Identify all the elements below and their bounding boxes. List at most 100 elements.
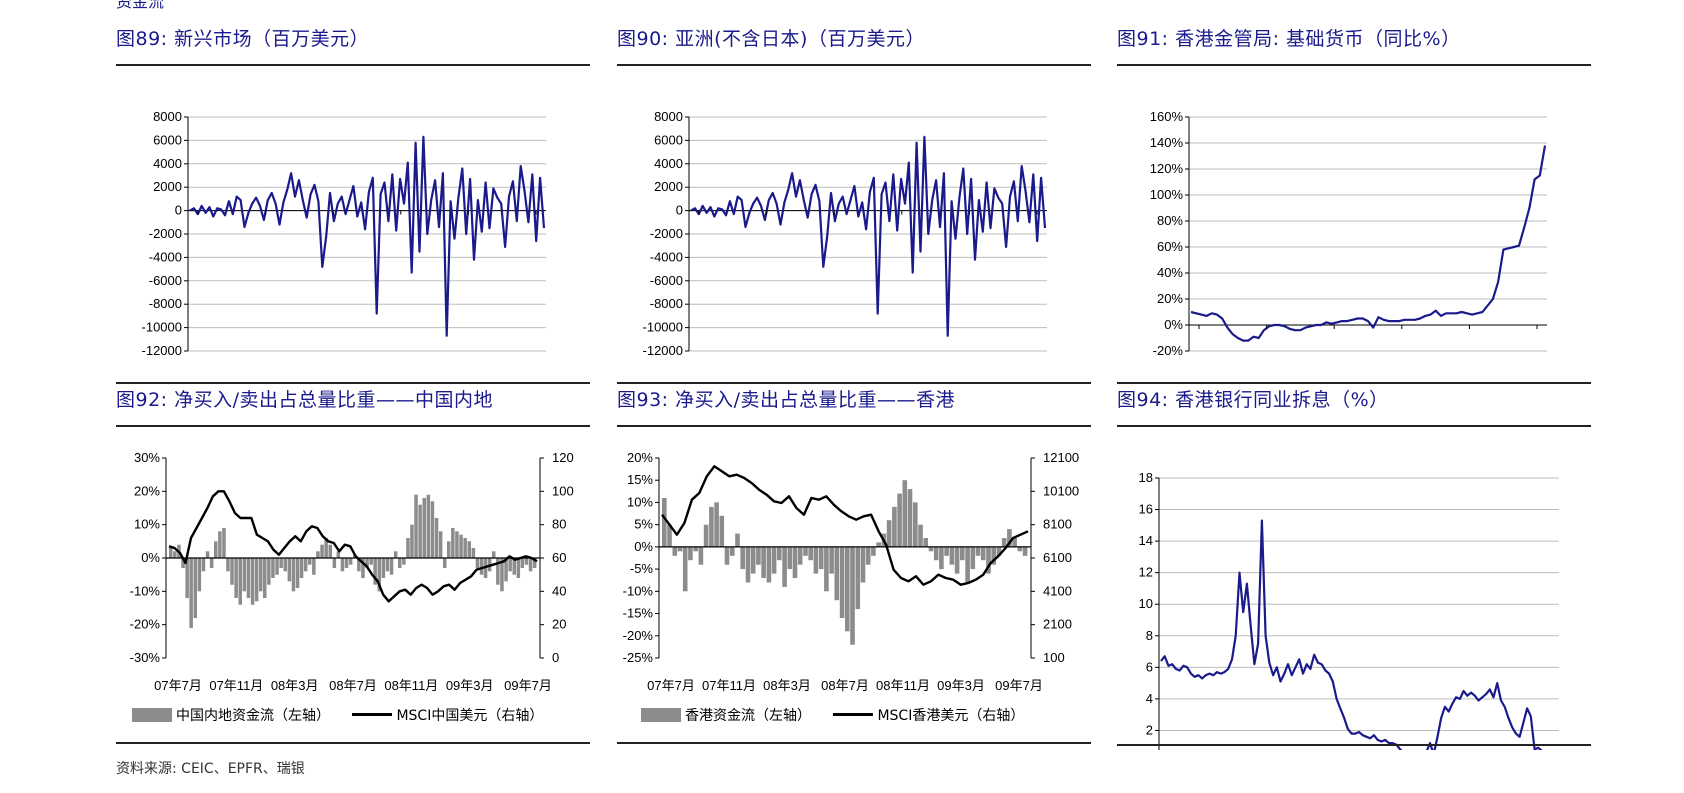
y-left-tick-label: 5% xyxy=(634,517,653,532)
flow-bar xyxy=(430,501,435,558)
title-rule xyxy=(617,64,1091,66)
y-tick-label: -6000 xyxy=(149,273,182,288)
flow-bar xyxy=(197,558,202,592)
flow-bar xyxy=(451,528,455,558)
flow-bar xyxy=(1022,546,1028,556)
series-line xyxy=(690,135,1047,337)
flow-bar xyxy=(312,558,316,575)
x-tick-label: 07年11月 xyxy=(702,678,756,693)
flow-bar xyxy=(933,546,939,561)
chart-title: 图89: 新兴市场（百万美元） xyxy=(116,28,370,50)
legend-line-swatch xyxy=(352,713,393,716)
flow-bar xyxy=(662,498,667,547)
y-right-tick-label: 100 xyxy=(1043,650,1065,665)
y-tick-label: 160% xyxy=(1150,109,1184,124)
msci-line xyxy=(168,490,538,603)
flow-bar xyxy=(714,502,719,547)
y-left-tick-label: 10% xyxy=(627,494,653,509)
flow-bar xyxy=(173,551,177,558)
flow-bar xyxy=(316,551,320,558)
flow-bar xyxy=(516,558,521,578)
row-divider xyxy=(116,382,590,384)
flow-bar xyxy=(381,558,386,578)
flow-bar xyxy=(242,558,247,592)
y-left-tick-label: -20% xyxy=(130,617,161,632)
x-tick-label: 08年3月 xyxy=(763,678,811,693)
x-tick-label: 08年11月 xyxy=(384,678,438,693)
flow-bar xyxy=(287,558,292,582)
flow-bar xyxy=(886,520,892,547)
flow-bar xyxy=(719,515,725,547)
flow-bar xyxy=(850,546,855,645)
y-right-tick-label: 20 xyxy=(552,617,566,632)
title-rule xyxy=(617,425,1091,427)
title-rule xyxy=(116,425,590,427)
chart-fig89: 8000 6000 4000 2000 0 -2000 -4000 -6000 -8000 -10… xyxy=(142,109,546,358)
flow-bar xyxy=(902,480,908,547)
x-tick-label: 09年7月 xyxy=(504,678,552,693)
x-tick-label: 09年3月 xyxy=(937,678,985,693)
flow-bar xyxy=(698,546,704,565)
chart-fig92: 30% 20% 10% 0% -10% -20% -30% 120 100 80 60 40 20 0 07… xyxy=(130,450,574,693)
y-right-tick-label: 6100 xyxy=(1043,550,1072,565)
flow-bar xyxy=(709,506,714,547)
flow-bar xyxy=(357,558,361,572)
flow-bar xyxy=(410,524,414,558)
y-tick-label: 40% xyxy=(1157,265,1183,280)
y-tick-label: 2 xyxy=(1146,722,1153,737)
y-right-tick-label: 0 xyxy=(552,650,559,665)
x-tick-label: 07年7月 xyxy=(647,678,695,693)
x-tick-label: 07年7月 xyxy=(154,678,202,693)
y-tick-label: 2000 xyxy=(153,179,182,194)
flow-bar xyxy=(332,558,337,568)
chart-fig91: 160%140%120%100%80%60%40%20%0%-20%04年7月0… xyxy=(1150,109,1547,358)
chart-fig94: 18161412108642095年2月97年2月99年2月01年2月03年2月… xyxy=(1139,470,1559,750)
flow-bar xyxy=(418,504,422,558)
x-tick-label: 09年3月 xyxy=(446,678,494,693)
flow-bar xyxy=(829,546,834,574)
y-tick-label: 8 xyxy=(1146,628,1153,643)
flow-bar xyxy=(824,546,829,592)
flow-bar xyxy=(923,538,928,547)
flow-bar xyxy=(365,558,369,568)
flow-bar xyxy=(471,548,476,558)
flow-bar xyxy=(459,534,463,558)
title-rule xyxy=(1117,64,1591,66)
flow-bar xyxy=(970,546,976,570)
flow-bar xyxy=(528,558,533,572)
flow-bar xyxy=(299,558,304,578)
flow-bar xyxy=(960,546,965,561)
flow-bar xyxy=(492,551,496,558)
flow-bar xyxy=(504,558,508,582)
y-tick-label: 6 xyxy=(1146,659,1153,674)
x-tick-label: 07年11月 xyxy=(209,678,263,693)
flow-bar xyxy=(730,546,735,556)
chart-fig90: 8000 6000 4000 2000 0 -2000 -4000 -6000 -8000 -10… xyxy=(643,109,1047,358)
panel-fig92: 图92: 净买入/卖出占总量比重——中国内地 30% 20% 10% 0% -10% -2… xyxy=(116,385,590,747)
flow-bar xyxy=(777,546,782,561)
flow-bar xyxy=(447,541,451,558)
flow-bar xyxy=(398,558,402,568)
chart-title: 图91: 香港金管局: 基础货币（同比%） xyxy=(1117,28,1461,50)
flow-bar xyxy=(438,531,443,558)
y-tick-label: 6000 xyxy=(654,132,683,147)
y-tick-label: -2000 xyxy=(650,226,683,241)
y-tick-label: 4000 xyxy=(654,156,683,171)
chart-title: 图92: 净买入/卖出占总量比重——中国内地 xyxy=(116,389,494,411)
flow-bar xyxy=(740,546,745,570)
legend-bar-swatch xyxy=(641,708,681,722)
flow-bar xyxy=(682,546,688,592)
flow-bar xyxy=(271,558,275,578)
flow-bar xyxy=(980,546,986,561)
row-divider xyxy=(617,382,1091,384)
legend-bar-label: 香港资金流（左轴） xyxy=(685,708,811,724)
flow-bar xyxy=(688,546,693,561)
source-note: 资料来源: CEIC、EPFR、瑞银 xyxy=(116,761,305,777)
x-tick-label: 08年7月 xyxy=(329,678,377,693)
flow-bar xyxy=(512,558,516,575)
flow-bar xyxy=(871,546,876,556)
flow-bar xyxy=(291,558,296,592)
flow-bar xyxy=(406,538,410,558)
row-divider xyxy=(1117,744,1591,746)
y-tick-label: 0 xyxy=(676,203,683,218)
